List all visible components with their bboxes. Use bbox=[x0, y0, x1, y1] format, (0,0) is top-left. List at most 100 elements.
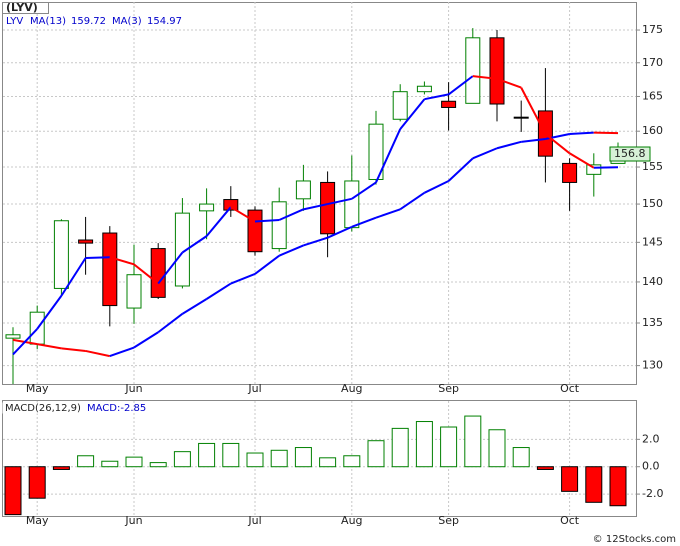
y-tick-label: 160 bbox=[642, 124, 663, 137]
y-tick-label: 165 bbox=[642, 89, 663, 102]
x-tick-label: Jul bbox=[247, 514, 261, 527]
x-tick-label: May bbox=[26, 382, 49, 395]
candle-body bbox=[489, 37, 505, 105]
macd-value: MACD:-2.85 bbox=[87, 403, 146, 414]
y-tick-label: 130 bbox=[642, 359, 663, 372]
y-tick-label: 135 bbox=[642, 316, 663, 329]
ma-line-segment bbox=[60, 257, 87, 297]
candle-body bbox=[562, 162, 578, 183]
ma-line-segment bbox=[133, 331, 159, 349]
ma-line-segment bbox=[351, 216, 377, 228]
macd-bar bbox=[561, 466, 579, 492]
x-tick-label: Oct bbox=[560, 514, 580, 527]
candle-body bbox=[150, 248, 166, 298]
candle-body bbox=[5, 334, 21, 339]
ma-line-segment bbox=[520, 87, 547, 135]
ma-line-segment bbox=[423, 180, 450, 194]
y-tick-label: 0.0 bbox=[642, 460, 660, 473]
legend-ma13: MA(13) bbox=[30, 16, 66, 27]
x-tick-label: Sep bbox=[438, 514, 459, 527]
last-price: 156.8 bbox=[614, 147, 646, 160]
macd-bar bbox=[512, 447, 530, 468]
macd-bar bbox=[294, 447, 312, 468]
macd-bar bbox=[488, 429, 506, 468]
x-tick-label: Jul bbox=[247, 382, 261, 395]
ma-line-segment bbox=[496, 140, 522, 150]
x-tick-label: May bbox=[26, 514, 49, 527]
candle-body bbox=[78, 239, 94, 244]
macd-label-box bbox=[2, 402, 81, 414]
legend-ma3: MA(3) bbox=[112, 16, 142, 27]
legend-ma3-value: 154.97 bbox=[147, 16, 182, 27]
macd-bar bbox=[149, 462, 167, 468]
footer: © 12Stocks.com bbox=[593, 534, 676, 545]
ma-line-segment bbox=[569, 131, 594, 136]
ma-line-segment bbox=[593, 131, 619, 135]
ma-line-segment bbox=[109, 346, 135, 358]
ma-line-segment bbox=[447, 75, 474, 96]
macd-bar bbox=[52, 466, 70, 470]
ma-line-segment bbox=[521, 137, 546, 143]
macd-bar bbox=[222, 442, 240, 468]
y-tick-label: 170 bbox=[642, 56, 663, 69]
candle-body bbox=[126, 274, 142, 309]
ma-line-segment bbox=[36, 295, 63, 330]
ma-line-segment bbox=[181, 235, 208, 254]
ma-line-segment bbox=[496, 77, 522, 89]
y-tick-label: 150 bbox=[642, 197, 663, 210]
y-tick-label: 145 bbox=[642, 235, 663, 248]
price-panel bbox=[2, 2, 637, 385]
macd-bar bbox=[101, 460, 119, 468]
candle-body bbox=[223, 199, 239, 211]
candle-body bbox=[53, 220, 69, 289]
ma-line-segment bbox=[544, 133, 571, 155]
ma-line-segment bbox=[85, 349, 111, 358]
candle-body bbox=[513, 116, 529, 119]
ma-line-segment bbox=[230, 272, 256, 285]
ma-line-segment bbox=[278, 244, 304, 257]
macd-bar bbox=[319, 457, 337, 468]
candle-body bbox=[199, 203, 215, 212]
macd-bar bbox=[464, 415, 482, 468]
candle-body bbox=[392, 91, 408, 120]
ma-line-segment bbox=[254, 254, 280, 275]
x-tick-label: Oct bbox=[560, 382, 580, 395]
ma-line-segment bbox=[375, 208, 401, 219]
macd-bar bbox=[391, 427, 409, 468]
ma-line-segment bbox=[85, 256, 110, 260]
ma-line-segment bbox=[230, 206, 256, 223]
candle-body bbox=[368, 123, 384, 180]
ma-line-segment bbox=[254, 218, 280, 223]
macd-bar bbox=[125, 456, 143, 468]
macd-bar bbox=[270, 449, 288, 468]
macd-bar bbox=[343, 455, 361, 468]
legend-ma13-value: 159.72 bbox=[71, 16, 106, 27]
macd-bar bbox=[440, 426, 458, 468]
x-tick-label: Sep bbox=[438, 382, 459, 395]
y-tick-label: 140 bbox=[642, 275, 663, 288]
ma-line-segment bbox=[399, 192, 425, 211]
ma-line-segment bbox=[12, 328, 38, 356]
ma-line-segment bbox=[206, 282, 232, 300]
candle-body bbox=[441, 100, 457, 108]
macd-bar bbox=[173, 451, 191, 468]
macd-bar bbox=[585, 466, 603, 503]
x-tick-label: Aug bbox=[341, 382, 362, 395]
candle-body bbox=[586, 164, 602, 175]
macd-bar bbox=[198, 442, 216, 468]
ma-line-segment bbox=[399, 98, 426, 130]
ma-line-segment bbox=[303, 203, 328, 211]
candle-body bbox=[344, 180, 360, 229]
ma-line-segment bbox=[157, 313, 184, 334]
macd-bar bbox=[77, 455, 95, 468]
x-tick-label: Jun bbox=[124, 514, 142, 527]
ma-line-segment bbox=[157, 251, 184, 285]
ma-line-segment bbox=[593, 166, 619, 169]
ma-line-segment bbox=[327, 197, 353, 206]
ma-line-segment bbox=[133, 263, 159, 285]
macd-bar bbox=[415, 421, 433, 468]
y-tick-label: 155 bbox=[642, 160, 663, 173]
ma-line-segment bbox=[61, 347, 86, 352]
candle-body bbox=[295, 180, 311, 200]
